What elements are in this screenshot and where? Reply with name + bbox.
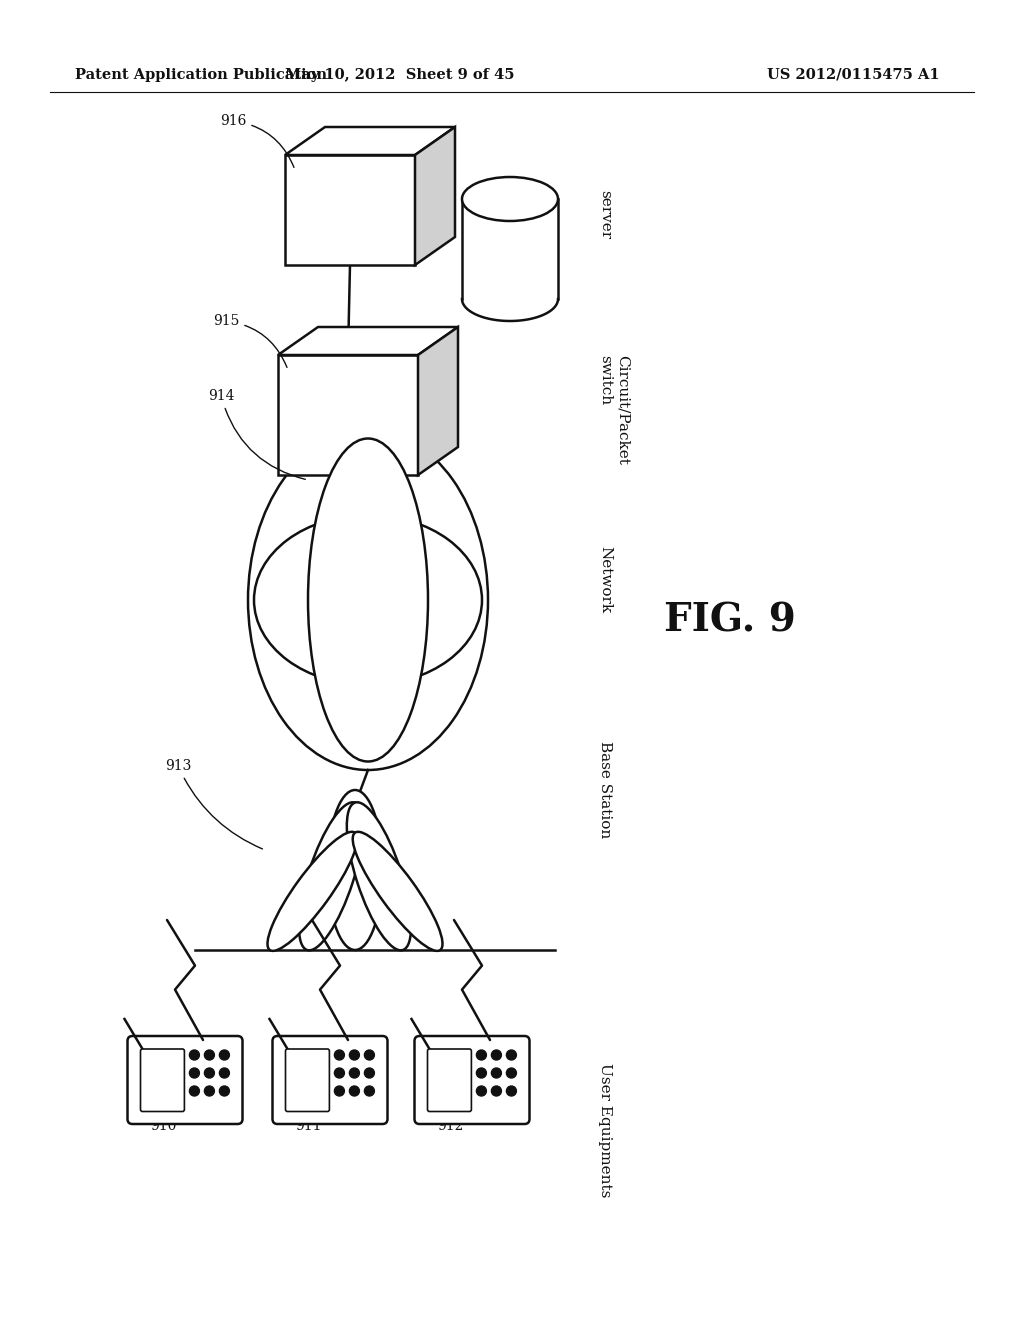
Text: US 2012/0115475 A1: US 2012/0115475 A1 (767, 69, 940, 82)
FancyBboxPatch shape (272, 1036, 387, 1125)
Circle shape (335, 1086, 344, 1096)
Circle shape (189, 1049, 200, 1060)
Text: 916: 916 (220, 114, 294, 168)
Circle shape (205, 1068, 214, 1078)
Text: FIG. 9: FIG. 9 (664, 601, 796, 639)
Circle shape (219, 1068, 229, 1078)
Text: 911: 911 (295, 1106, 322, 1133)
Ellipse shape (248, 430, 488, 770)
FancyBboxPatch shape (140, 1049, 184, 1111)
Text: Base Station: Base Station (598, 742, 612, 838)
Text: Patent Application Publication: Patent Application Publication (75, 69, 327, 82)
Ellipse shape (352, 832, 442, 950)
Circle shape (335, 1068, 344, 1078)
Text: 914: 914 (208, 389, 305, 479)
Circle shape (365, 1068, 375, 1078)
Circle shape (492, 1068, 502, 1078)
Polygon shape (285, 154, 415, 265)
Polygon shape (278, 327, 458, 355)
FancyBboxPatch shape (415, 1036, 529, 1125)
Circle shape (507, 1086, 516, 1096)
Circle shape (219, 1086, 229, 1096)
FancyBboxPatch shape (427, 1049, 471, 1111)
Circle shape (507, 1068, 516, 1078)
Circle shape (365, 1086, 375, 1096)
Text: 910: 910 (150, 1106, 176, 1133)
Text: May 10, 2012  Sheet 9 of 45: May 10, 2012 Sheet 9 of 45 (286, 69, 515, 82)
Polygon shape (415, 127, 455, 265)
Text: 912: 912 (437, 1106, 464, 1133)
Polygon shape (278, 355, 418, 475)
Ellipse shape (267, 832, 357, 950)
Circle shape (205, 1049, 214, 1060)
FancyBboxPatch shape (286, 1049, 330, 1111)
Polygon shape (285, 127, 455, 154)
Circle shape (189, 1068, 200, 1078)
Circle shape (507, 1049, 516, 1060)
Circle shape (189, 1086, 200, 1096)
Text: Network: Network (598, 546, 612, 614)
Circle shape (349, 1086, 359, 1096)
Circle shape (476, 1086, 486, 1096)
FancyBboxPatch shape (128, 1036, 243, 1125)
Circle shape (476, 1049, 486, 1060)
Circle shape (476, 1068, 486, 1078)
Ellipse shape (328, 789, 383, 950)
Ellipse shape (308, 438, 428, 762)
Ellipse shape (254, 515, 482, 685)
Circle shape (335, 1049, 344, 1060)
Circle shape (365, 1049, 375, 1060)
Circle shape (349, 1049, 359, 1060)
Ellipse shape (299, 803, 364, 950)
Ellipse shape (347, 803, 411, 950)
Ellipse shape (462, 177, 558, 220)
Text: 915: 915 (213, 314, 287, 367)
Circle shape (205, 1086, 214, 1096)
Text: User Equipments: User Equipments (598, 1063, 612, 1197)
Circle shape (349, 1068, 359, 1078)
Circle shape (492, 1049, 502, 1060)
Circle shape (219, 1049, 229, 1060)
Circle shape (492, 1086, 502, 1096)
Text: server: server (598, 190, 612, 239)
Text: 913: 913 (165, 759, 262, 849)
Polygon shape (418, 327, 458, 475)
Text: Circuit/Packet
switch: Circuit/Packet switch (598, 355, 630, 465)
